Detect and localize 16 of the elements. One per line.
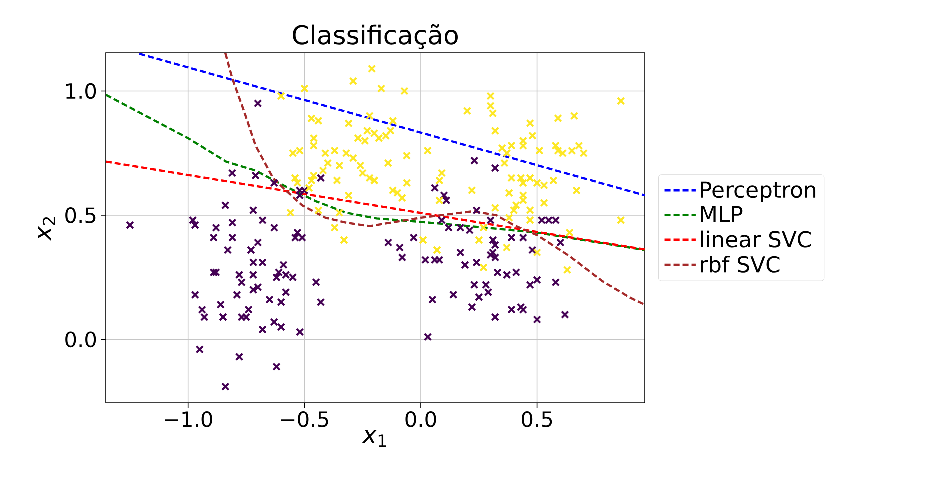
line-series bbox=[106, 94, 646, 252]
line-series bbox=[224, 52, 646, 306]
x-tick-label: 0.5 bbox=[522, 412, 552, 428]
chart-title: Classificação bbox=[293, 24, 458, 50]
x-tick-label: −1.0 bbox=[165, 412, 212, 428]
y-tick-label: 0.5 bbox=[66, 208, 96, 224]
x-tick-label: −0.5 bbox=[281, 412, 328, 428]
x-axis-title: x$_{1}$ bbox=[362, 430, 386, 447]
legend-label: linear SVC bbox=[701, 230, 812, 248]
y-tick-label: 0.0 bbox=[66, 332, 96, 348]
legend-label: Perceptron bbox=[701, 182, 816, 202]
legend-label: rbf SVC bbox=[701, 256, 780, 273]
y-tick-label: 1.0 bbox=[66, 83, 96, 100]
legend-label: MLP bbox=[701, 206, 743, 222]
y-axis-title: x$_{2}$ bbox=[38, 217, 56, 242]
x-tick-label: 0.0 bbox=[406, 412, 436, 428]
